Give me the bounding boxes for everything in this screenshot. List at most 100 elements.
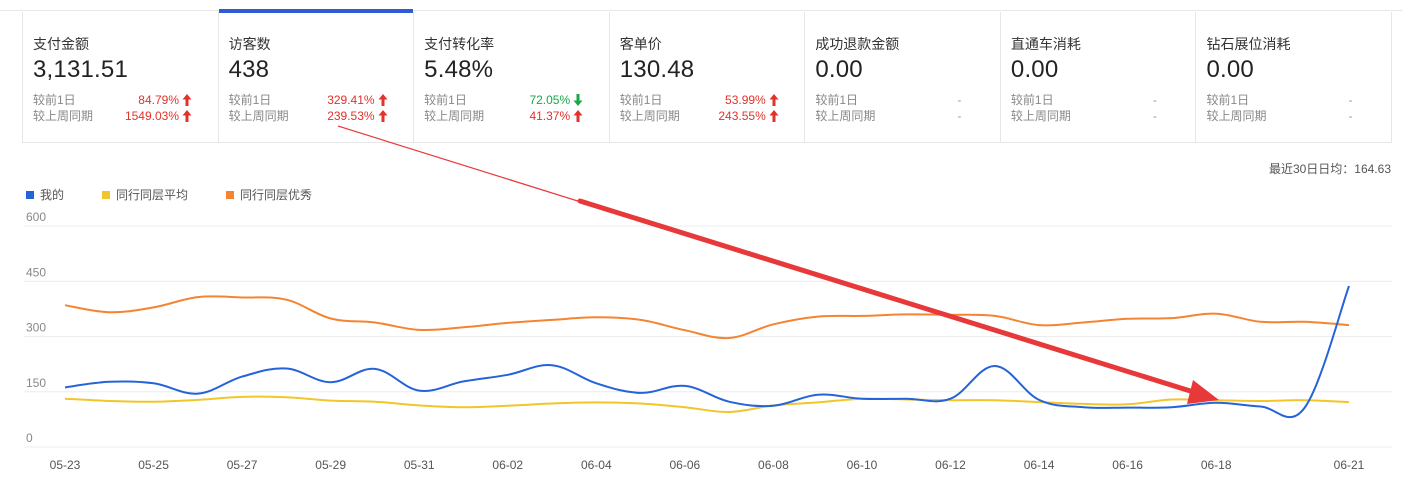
series-line-mine	[64, 285, 1350, 419]
metric-card[interactable]: 支付转化率 5.48% 较前1日 72.05% 较上周同期 41.37%	[413, 12, 609, 142]
x-tick-label: 06-06	[670, 458, 701, 472]
top-divider	[0, 10, 1403, 11]
compare-last-week: 较上周同期 -	[815, 108, 991, 124]
x-tick-label: 06-04	[581, 458, 612, 472]
legend-swatch	[226, 191, 235, 199]
legend-item[interactable]: 同行同层平均	[102, 186, 188, 204]
compare-last-week: 较上周同期 -	[1011, 108, 1187, 124]
compare-prev-day: 较前1日 -	[1206, 92, 1382, 108]
metric-card[interactable]: 客单价 130.48 较前1日 53.99% 较上周同期 243.55%	[608, 12, 805, 142]
compare-label: 较上周同期	[228, 109, 289, 123]
metric-value: 3,131.51	[33, 56, 129, 83]
compare-value: 41.37%	[529, 109, 571, 123]
compare-label: 较上周同期	[1010, 109, 1071, 123]
compare-label: 较上周同期	[619, 109, 680, 123]
compare-value: -	[957, 109, 962, 123]
compare-prev-day: 较前1日 72.05%	[424, 92, 600, 108]
legend-label: 同行同层优秀	[240, 188, 313, 202]
x-tick-label: 06-14	[1024, 458, 1055, 472]
compare-label: 较上周同期	[424, 109, 485, 123]
compare-label: 较前1日	[815, 93, 858, 107]
compare-value: 243.55%	[718, 109, 766, 123]
compare-value: -	[1348, 93, 1353, 107]
arrow-up-icon	[182, 110, 192, 122]
compare-label: 较前1日	[33, 93, 76, 107]
x-tick-label: 06-10	[847, 458, 878, 472]
legend-label: 我的	[40, 188, 65, 202]
compare-value: 329.41%	[327, 93, 375, 107]
compare-label: 较上周同期	[1206, 109, 1267, 123]
compare-last-week: 较上周同期 1549.03%	[33, 108, 209, 124]
compare-last-week: 较上周同期 243.55%	[620, 108, 796, 124]
thirty-day-average: 最近30日日均：164.63	[1268, 162, 1391, 176]
x-tick-label: 06-02	[492, 458, 523, 472]
compare-label: 较前1日	[228, 93, 272, 107]
x-tick-label: 06-16	[1112, 458, 1143, 472]
compare-prev-day: 较前1日 84.79%	[33, 92, 209, 108]
x-tick-label: 05-31	[404, 458, 435, 472]
metric-value: 5.48%	[424, 56, 494, 83]
compare-prev-day: 较前1日 329.41%	[229, 92, 405, 108]
y-tick-label: 0	[26, 431, 33, 445]
compare-label: 较上周同期	[33, 109, 94, 123]
compare-last-week: 较上周同期 239.53%	[229, 108, 405, 124]
annotation-arrow-line	[577, 198, 1203, 397]
arrow-up-icon	[573, 110, 583, 122]
chart-legend: 我的 同行同层平均 同行同层优秀	[26, 186, 350, 204]
metric-title: 客单价	[619, 36, 662, 52]
compare-value: 72.05%	[529, 93, 571, 107]
y-tick-label: 600	[26, 210, 46, 224]
compare-label: 较上周同期	[815, 109, 876, 123]
x-tick-label: 06-18	[1201, 458, 1232, 472]
metric-card[interactable]: 成功退款金额 0.00 较前1日 - 较上周同期 -	[804, 12, 1000, 142]
compare-value: 53.99%	[725, 93, 766, 107]
metric-card[interactable]: 直通车消耗 0.00 较前1日 - 较上周同期 -	[999, 12, 1196, 142]
compare-value: -	[1152, 109, 1157, 123]
legend-item[interactable]: 我的	[26, 186, 64, 204]
arrow-up-icon	[378, 110, 388, 122]
compare-label: 较前1日	[1010, 93, 1054, 107]
x-tick-label: 05-25	[138, 458, 169, 472]
metric-value: 0.00	[1010, 56, 1059, 83]
compare-last-week: 较上周同期 41.37%	[424, 108, 600, 124]
metric-title: 支付金额	[33, 36, 89, 52]
compare-value: -	[1348, 109, 1353, 123]
metric-value: 130.48	[619, 56, 695, 83]
metric-title: 支付转化率	[424, 36, 495, 52]
metric-value: 438	[228, 56, 270, 83]
x-tick-label: 06-08	[758, 458, 789, 472]
compare-value: 1549.03%	[124, 109, 179, 123]
metric-title: 直通车消耗	[1010, 36, 1081, 52]
y-tick-label: 300	[26, 321, 46, 335]
x-tick-label: 05-29	[315, 458, 346, 472]
metric-value: 0.00	[1206, 56, 1254, 83]
compare-label: 较前1日	[619, 93, 663, 107]
legend-label: 同行同层平均	[116, 188, 189, 202]
legend-swatch	[102, 191, 111, 199]
annotation-arrowhead	[1187, 380, 1219, 404]
metric-cards: 支付金额 3,131.51 较前1日 84.79% 较上周同期 1549.03% 访客数 43…	[22, 9, 1392, 143]
legend-swatch	[26, 191, 34, 199]
metric-card[interactable]: 钻石展位消耗 0.00 较前1日 - 较上周同期 -	[1195, 12, 1391, 142]
compare-value: 84.79%	[138, 93, 179, 107]
compare-label: 较前1日	[424, 93, 467, 107]
x-tick-label: 06-21	[1334, 458, 1365, 472]
legend-item[interactable]: 同行同层优秀	[226, 186, 312, 204]
metric-card[interactable]: 访客数 438 较前1日 329.41% 较上周同期 239.53%	[217, 9, 414, 142]
compare-value: -	[1152, 93, 1157, 107]
arrow-up-icon	[182, 94, 192, 106]
metric-title: 钻石展位消耗	[1206, 36, 1291, 52]
metric-card[interactable]: 支付金额 3,131.51 较前1日 84.79% 较上周同期 1549.03%	[23, 12, 218, 142]
compare-label: 较前1日	[1206, 93, 1250, 107]
series-line-peer-average	[64, 395, 1350, 414]
compare-prev-day: 较前1日 -	[815, 92, 991, 108]
x-tick-label: 06-12	[935, 458, 966, 472]
metric-value: 0.00	[815, 56, 863, 83]
arrow-up-icon	[378, 94, 388, 106]
arrow-up-icon	[769, 110, 779, 122]
metric-title: 访客数	[228, 36, 271, 52]
y-tick-label: 450	[26, 265, 46, 279]
compare-value: -	[957, 93, 962, 107]
series-line-peer-excellent	[64, 295, 1350, 340]
